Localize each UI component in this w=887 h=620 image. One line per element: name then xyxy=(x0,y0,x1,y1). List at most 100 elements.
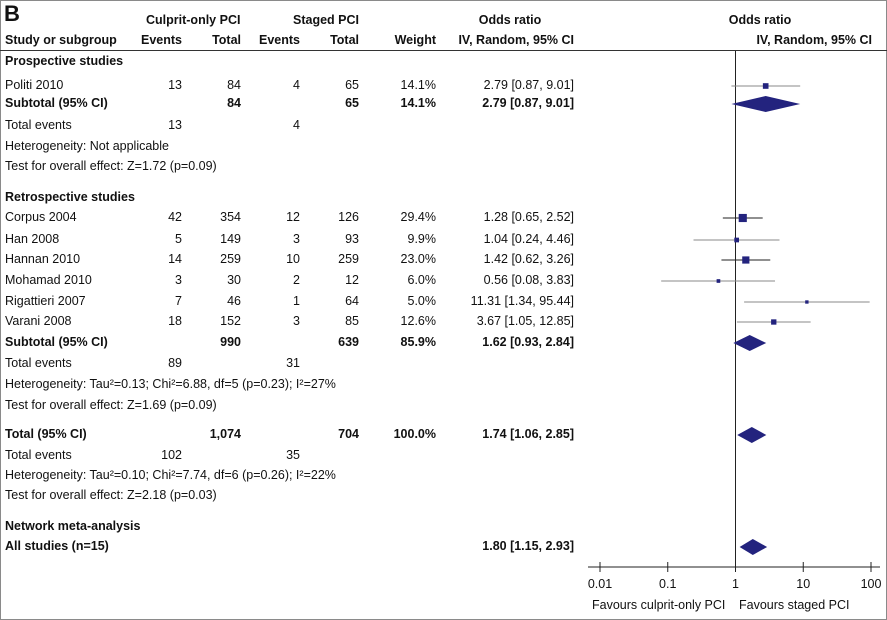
panel-label: B xyxy=(4,1,20,26)
cell-or-ci: 1.42 [0.62, 3.26] xyxy=(483,252,574,266)
study-name: Rigattieri 2007 xyxy=(5,294,86,308)
cell-e2: 1 xyxy=(293,294,300,308)
events-label: Total events xyxy=(5,118,72,132)
cell-e2: 10 xyxy=(286,252,300,266)
study-marker xyxy=(716,279,721,283)
cell-t2: 12 xyxy=(345,273,359,287)
cell-or-ci: 1.80 [1.15, 2.93] xyxy=(482,539,574,553)
study-name: Hannan 2010 xyxy=(5,252,81,266)
study-marker xyxy=(805,300,809,304)
x-tick-label: 1 xyxy=(732,577,739,591)
subtotal-label: All studies (n=15) xyxy=(5,539,109,553)
cell-weight: 6.0% xyxy=(407,273,437,287)
cell-e1: 18 xyxy=(168,314,182,328)
cell-e2: 35 xyxy=(286,448,300,462)
note-label: Heterogeneity: Tau²=0.13; Chi²=6.88, df=… xyxy=(5,377,336,391)
xlabel-right: Favours staged PCI xyxy=(739,598,850,612)
pooled-diamond xyxy=(733,335,767,351)
subtotal-label: Total (95% CI) xyxy=(5,427,87,441)
cell-weight: 5.0% xyxy=(407,294,437,308)
cell-e2: 31 xyxy=(286,356,300,370)
cell-e2: 12 xyxy=(286,210,300,224)
section-label: Network meta-analysis xyxy=(5,519,141,533)
cell-weight: 14.1% xyxy=(400,96,436,110)
study-name: Mohamad 2010 xyxy=(5,273,92,287)
cell-e1: 3 xyxy=(175,273,182,287)
cell-weight: 29.4% xyxy=(400,210,436,224)
study-marker xyxy=(742,256,750,264)
cell-t2: 704 xyxy=(338,427,359,441)
cell-or-ci: 1.62 [0.93, 2.84] xyxy=(482,335,574,349)
header-plot-title: Odds ratio xyxy=(728,13,792,27)
section-label: Prospective studies xyxy=(5,54,124,68)
header-study: Study or subgroup xyxy=(5,33,117,47)
cell-t1: 149 xyxy=(220,232,241,246)
study-name: Han 2008 xyxy=(5,232,60,246)
x-tick-label: 100 xyxy=(861,577,882,591)
cell-weight: 23.0% xyxy=(400,252,436,266)
header-divider xyxy=(0,50,887,51)
x-tick-label: 0.01 xyxy=(588,577,612,591)
header-group2: Staged PCI xyxy=(293,13,359,27)
cell-e1: 13 xyxy=(168,78,182,92)
study-name: Varani 2008 xyxy=(5,314,72,328)
subtotal-label: Subtotal (95% CI) xyxy=(5,96,108,110)
cell-e2: 4 xyxy=(293,118,300,132)
study-name: Politi 2010 xyxy=(5,78,64,92)
cell-or-ci: 1.28 [0.65, 2.52] xyxy=(483,210,574,224)
cell-e1: 102 xyxy=(161,448,182,462)
subtotal-label: Subtotal (95% CI) xyxy=(5,335,108,349)
events-label: Total events xyxy=(5,448,72,462)
cell-e1: 13 xyxy=(168,118,182,132)
cell-t2: 93 xyxy=(345,232,359,246)
cell-or-ci: 11.31 [1.34, 95.44] xyxy=(470,294,574,308)
header-or-method: IV, Random, 95% CI xyxy=(458,33,574,47)
cell-weight: 9.9% xyxy=(407,232,437,246)
events-label: Total events xyxy=(5,356,72,370)
pooled-diamond xyxy=(731,96,801,112)
cell-t1: 84 xyxy=(227,96,241,110)
cell-e2: 3 xyxy=(293,232,300,246)
cell-e1: 14 xyxy=(168,252,182,266)
cell-t1: 990 xyxy=(220,335,241,349)
cell-t1: 152 xyxy=(220,314,241,328)
cell-e2: 2 xyxy=(293,273,300,287)
note-label: Test for overall effect: Z=1.69 (p=0.09) xyxy=(5,398,217,412)
cell-t2: 65 xyxy=(345,78,359,92)
cell-weight: 85.9% xyxy=(400,335,436,349)
cell-t1: 46 xyxy=(227,294,241,308)
cell-e2: 3 xyxy=(293,314,300,328)
section-label: Retrospective studies xyxy=(5,190,135,204)
cell-t1: 1,074 xyxy=(209,427,241,441)
study-marker xyxy=(771,319,777,325)
pooled-diamond xyxy=(737,427,767,443)
header-plot-method: IV, Random, 95% CI xyxy=(756,33,872,47)
cell-or-ci: 0.56 [0.08, 3.83] xyxy=(483,273,574,287)
cell-or-ci: 2.79 [0.87, 9.01] xyxy=(482,96,574,110)
header-events-2: Events xyxy=(259,33,300,47)
cell-e1: 89 xyxy=(168,356,182,370)
cell-t2: 639 xyxy=(338,335,359,349)
cell-t1: 354 xyxy=(220,210,241,224)
header-weight: Weight xyxy=(394,33,436,47)
cell-weight: 12.6% xyxy=(400,314,436,328)
header-total-2: Total xyxy=(330,33,359,47)
cell-weight: 14.1% xyxy=(400,78,436,92)
note-label: Test for overall effect: Z=2.18 (p=0.03) xyxy=(5,488,217,502)
x-tick-label: 10 xyxy=(796,577,810,591)
cell-or-ci: 1.74 [1.06, 2.85] xyxy=(482,427,574,441)
x-tick-label: 0.1 xyxy=(659,577,676,591)
cell-or-ci: 2.79 [0.87, 9.01] xyxy=(483,78,574,92)
cell-weight: 100.0% xyxy=(393,427,436,441)
cell-or-ci: 1.04 [0.24, 4.46] xyxy=(483,232,574,246)
cell-e1: 7 xyxy=(175,294,182,308)
note-label: Heterogeneity: Not applicable xyxy=(5,139,169,153)
study-marker xyxy=(762,83,769,89)
note-label: Test for overall effect: Z=1.72 (p=0.09) xyxy=(5,159,217,173)
xlabel-left: Favours culprit-only PCI xyxy=(592,598,726,612)
study-marker xyxy=(734,237,740,243)
cell-e2: 4 xyxy=(293,78,300,92)
cell-t1: 259 xyxy=(220,252,241,266)
cell-or-ci: 3.67 [1.05, 12.85] xyxy=(476,314,574,328)
